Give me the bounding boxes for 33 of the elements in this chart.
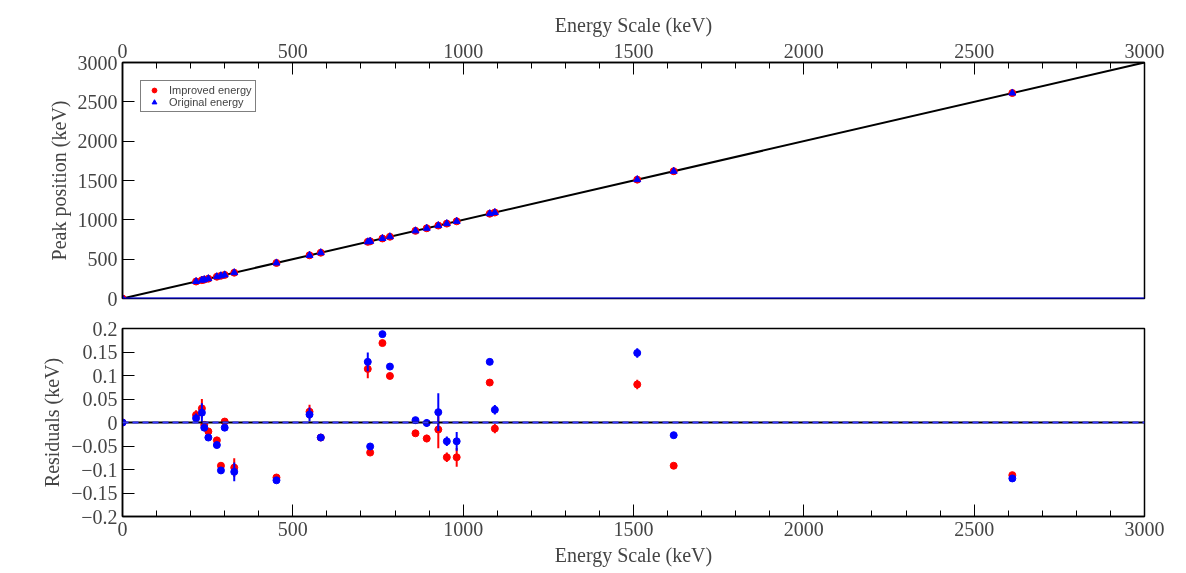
x-tick-label: 3000	[1124, 39, 1165, 62]
x-tick-label: 1000	[443, 39, 484, 62]
y-tick-label: −0.05	[71, 435, 118, 457]
y-tick-label: 0.1	[92, 364, 118, 387]
x-axis-title: Energy Scale (keV)	[554, 13, 713, 37]
y-tick-label: 2000	[77, 130, 118, 153]
y-tick-label: −0.15	[71, 482, 118, 504]
y-axis-title: Residuals (keV)	[41, 357, 65, 488]
y-tick-label: 0.15	[82, 341, 118, 363]
y-tick-label: −0.1	[81, 458, 118, 481]
x-tick-label: 3000	[1124, 517, 1165, 540]
y-tick-label: 0.05	[82, 388, 118, 410]
y-tick-label: 0	[107, 411, 118, 434]
y-axis-title: Peak position (keV)	[47, 100, 71, 261]
legend-label: Improved energy	[169, 84, 252, 96]
y-tick-label: 1000	[77, 208, 118, 231]
y-tick-label: 1500	[77, 169, 118, 192]
x-tick-label: 1500	[613, 517, 654, 540]
y-tick-label: 500	[87, 248, 118, 271]
legend-label: Original energy	[169, 96, 244, 108]
x-tick-label: 500	[277, 517, 308, 540]
y-tick-label: 0.2	[92, 317, 118, 340]
x-tick-label: 2500	[954, 517, 995, 540]
y-tick-label: −0.2	[81, 505, 118, 528]
y-tick-label: 0	[107, 287, 118, 310]
x-axis-title: Energy Scale (keV)	[554, 543, 713, 567]
x-tick-label: 2000	[783, 39, 824, 62]
x-tick-label: 1000	[443, 517, 484, 540]
x-tick-label: 2500	[954, 39, 995, 62]
x-tick-label: 500	[277, 39, 308, 62]
y-tick-label: 2500	[77, 90, 118, 113]
x-tick-label: 1500	[613, 39, 654, 62]
x-tick-label: 2000	[783, 517, 824, 540]
